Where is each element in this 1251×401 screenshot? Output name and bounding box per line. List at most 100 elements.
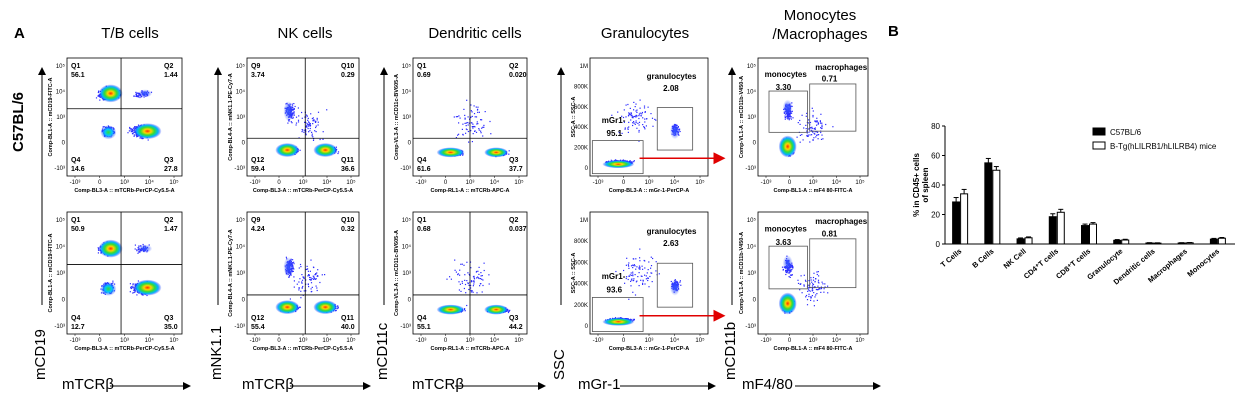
event-dot — [471, 115, 473, 117]
event-dot — [461, 263, 463, 265]
gate-name-q1: Q1 — [71, 63, 80, 70]
event-dot — [127, 132, 129, 134]
event-dot — [471, 126, 473, 128]
event-dot — [679, 281, 681, 283]
column-title-mo-line1: Monocytes — [783, 7, 857, 24]
y-tick-label: 10⁴ — [236, 89, 246, 96]
event-dot — [479, 278, 482, 280]
event-dot — [468, 288, 470, 291]
event-dot — [627, 128, 629, 130]
event-dot — [462, 154, 464, 156]
event-dot — [337, 152, 339, 155]
event-dot — [311, 278, 313, 280]
event-dot — [473, 125, 475, 128]
event-dot — [137, 247, 139, 249]
event-dot — [490, 133, 492, 135]
event-dot — [311, 118, 313, 120]
event-dot — [134, 291, 136, 293]
event-dot — [132, 287, 134, 289]
event-dot — [639, 107, 641, 109]
event-dot — [135, 93, 137, 95]
gate-value-q11: 40.0 — [341, 324, 355, 331]
event-dot — [138, 251, 140, 253]
event-dot — [472, 126, 474, 128]
event-dot — [633, 115, 635, 118]
event-dot — [639, 268, 641, 270]
event-dot — [455, 137, 457, 139]
event-dot — [306, 122, 308, 125]
event-dot — [472, 285, 474, 287]
event-dot — [468, 284, 470, 286]
event-dot — [638, 268, 640, 270]
event-dot — [285, 256, 287, 258]
event-dot — [305, 125, 307, 127]
flow-y-param-label: SSC-A :: SSC-A — [571, 97, 577, 138]
event-dot — [480, 275, 482, 277]
event-dot — [287, 122, 289, 124]
event-dot — [455, 271, 457, 273]
event-dot — [647, 106, 649, 108]
event-dot — [638, 115, 640, 117]
event-dot — [132, 283, 134, 285]
event-dot — [628, 275, 630, 277]
event-dot — [136, 250, 138, 252]
event-dot — [629, 160, 631, 162]
flow-y-param-label: Comp-BL1-A :: mCD19-FITC-A — [48, 234, 54, 313]
event-dot — [646, 272, 648, 274]
event-dot — [631, 116, 633, 119]
event-dot — [304, 129, 306, 131]
event-dot — [464, 117, 466, 119]
event-dot — [475, 131, 478, 133]
density-blob — [100, 125, 117, 140]
density-blob — [602, 317, 635, 326]
event-dot — [644, 283, 646, 285]
event-dot — [308, 274, 310, 276]
gate-value-q4: 14.6 — [71, 166, 85, 173]
y-tick-label: -10³ — [400, 166, 411, 172]
event-dot — [135, 95, 137, 97]
event-dot — [476, 277, 478, 279]
x-tick-label: 10⁴ — [670, 179, 680, 186]
event-dot — [482, 284, 484, 287]
x-tick-label: 10³ — [466, 180, 475, 186]
gate-box-mgr1 — [591, 140, 644, 175]
event-dot — [468, 273, 470, 275]
event-dot — [624, 159, 626, 162]
event-dot — [651, 272, 653, 274]
y-tick-label: 10⁵ — [56, 63, 66, 70]
flow-plot-gr-top: -10³ 0 10³ 10⁴ 10⁵0200K400K600K800K1MComp-BL… — [571, 57, 709, 194]
event-dot — [488, 283, 490, 285]
event-dot — [643, 126, 645, 128]
x-tick-label: 10⁴ — [670, 337, 680, 344]
x-tick-label: 10³ — [299, 180, 308, 186]
event-dot — [299, 306, 301, 308]
event-dot — [464, 283, 467, 286]
x-tick-label: 10⁵ — [169, 179, 179, 186]
event-dot — [295, 116, 298, 118]
event-dot — [306, 115, 308, 117]
y-tick-label: 10⁵ — [236, 217, 246, 224]
event-dot — [308, 274, 310, 276]
event-dot — [301, 281, 303, 283]
event-dot — [461, 280, 463, 283]
event-dot — [644, 260, 646, 262]
event-dot — [314, 278, 316, 280]
event-dot — [326, 109, 328, 111]
event-dot — [316, 272, 318, 274]
event-dot — [635, 116, 637, 118]
event-dot — [298, 115, 300, 117]
event-dot — [458, 122, 460, 124]
gate-value-q11: 36.6 — [341, 166, 355, 173]
event-dot — [635, 103, 637, 105]
event-dot — [472, 123, 474, 125]
event-dot — [457, 134, 459, 136]
gate-name-q4: Q4 — [417, 315, 426, 322]
density-blob — [484, 304, 509, 315]
event-dot — [477, 111, 479, 113]
density-blob — [133, 123, 162, 140]
event-dot — [324, 274, 326, 276]
y-tick-label: 0 — [62, 298, 66, 304]
